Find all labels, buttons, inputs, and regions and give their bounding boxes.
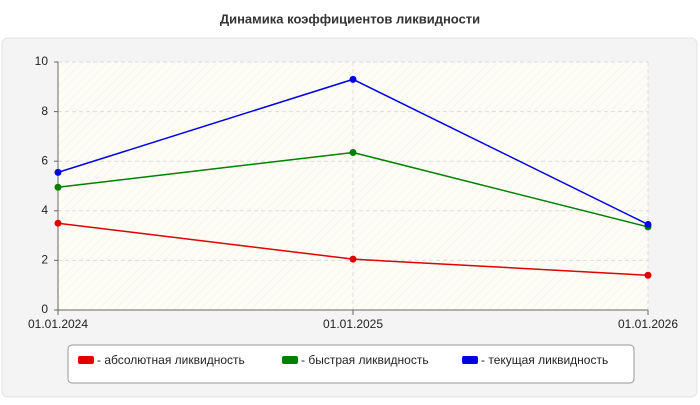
y-tick-label: 0 [41, 302, 48, 316]
y-tick-label: 10 [35, 54, 49, 68]
x-tick-label: 01.01.2026 [618, 317, 678, 331]
y-tick-label: 6 [41, 153, 48, 167]
legend-swatch [78, 356, 94, 364]
legend-label: - быстрая ликвидность [301, 353, 429, 367]
data-point [644, 271, 652, 279]
x-tick-label: 01.01.2025 [323, 317, 383, 331]
data-point [644, 220, 652, 228]
data-point [349, 75, 357, 83]
y-tick-label: 4 [41, 203, 48, 217]
legend-swatch [462, 356, 478, 364]
legend-label: - абсолютная ликвидность [97, 353, 245, 367]
y-tick-label: 8 [41, 104, 48, 118]
data-point [349, 255, 357, 263]
legend-label: - текущая ликвидность [481, 353, 608, 367]
y-tick-label: 2 [41, 253, 48, 267]
legend [67, 344, 635, 384]
data-point [349, 149, 357, 157]
chart-title: Динамика коэффициентов ликвидности [220, 11, 480, 26]
x-tick-label: 01.01.2024 [28, 317, 88, 331]
data-point [54, 219, 62, 227]
data-point [54, 183, 62, 191]
legend-swatch [282, 356, 298, 364]
data-point [54, 168, 62, 176]
